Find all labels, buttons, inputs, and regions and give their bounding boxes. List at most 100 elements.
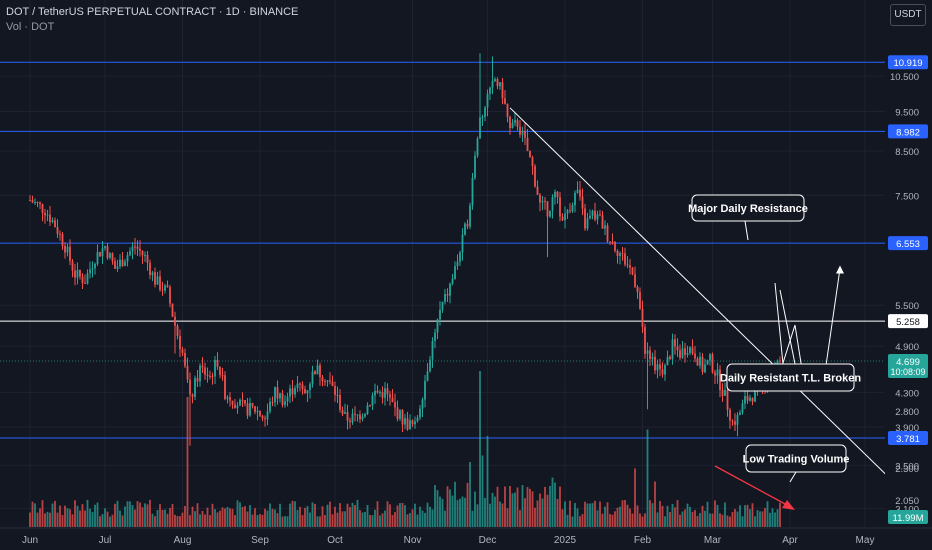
candle-body xyxy=(346,412,349,421)
candle-body xyxy=(39,202,41,205)
volume-bar xyxy=(601,513,604,527)
candle-body xyxy=(724,389,726,396)
volume-bar xyxy=(61,515,64,527)
candle-body xyxy=(579,189,581,197)
volume-bar xyxy=(554,482,556,527)
volume-bar xyxy=(556,498,559,527)
volume-bar xyxy=(124,506,126,527)
volume-bar xyxy=(596,510,599,527)
level-price-tag xyxy=(888,55,928,70)
volume-bar xyxy=(409,513,411,527)
candle-body xyxy=(449,283,451,296)
volume-bar xyxy=(106,511,109,527)
volume-bar xyxy=(351,502,354,527)
volume-bar xyxy=(324,515,326,527)
candle-body xyxy=(561,216,564,221)
candle-body xyxy=(704,364,706,373)
candle-body xyxy=(46,214,49,216)
candle-body xyxy=(279,393,281,399)
volume-bar xyxy=(166,513,169,527)
volume-indicator-label[interactable]: Vol · DOT xyxy=(6,21,55,33)
volume-bar xyxy=(631,513,634,527)
price-axis[interactable]: 3.100 3.500 3.900 4.300 4.900 5.500 7.500 8.500… xyxy=(885,0,932,550)
candle-body xyxy=(411,420,414,425)
candle-body xyxy=(469,205,471,227)
candle-body xyxy=(249,403,251,416)
trendline-callout-pointer xyxy=(779,289,796,365)
volume-bar xyxy=(756,510,759,527)
candle-body xyxy=(421,399,424,409)
candle-body xyxy=(649,350,651,360)
candle-body xyxy=(216,360,219,367)
volume-bar xyxy=(241,506,244,527)
candle-body xyxy=(666,356,669,366)
candle-body xyxy=(139,248,141,251)
symbol-title[interactable]: DOT / TetherUS PERPETUAL CONTRACT · 1D ·… xyxy=(6,6,299,18)
candle-body xyxy=(574,192,576,206)
volume-bar xyxy=(279,503,281,527)
volume-bar xyxy=(654,481,656,527)
volume-bar xyxy=(729,516,731,527)
volume-bar xyxy=(129,501,131,527)
volume-bar xyxy=(439,496,441,527)
volume-bar xyxy=(636,505,639,527)
candle-body xyxy=(34,202,36,204)
candle-body xyxy=(739,412,741,415)
candle-body xyxy=(386,388,389,395)
volume-bar xyxy=(591,503,594,527)
candle-body xyxy=(394,402,396,408)
candle-body xyxy=(479,117,481,139)
volume-bar xyxy=(621,500,624,527)
volume-bar xyxy=(529,488,531,527)
candle-body xyxy=(396,407,399,419)
volume-bar xyxy=(39,508,41,527)
volume-bar xyxy=(504,486,506,527)
candle-body xyxy=(174,316,176,326)
candle-body xyxy=(164,285,166,291)
candle-body xyxy=(646,350,649,354)
candle-body xyxy=(266,411,269,420)
resistance-callout-pointer xyxy=(744,220,749,241)
candle-body xyxy=(431,341,434,360)
volume-bar xyxy=(769,512,771,527)
volume-bar xyxy=(619,506,621,527)
volume-bar xyxy=(521,485,524,527)
time-tick-label: Feb xyxy=(634,535,652,546)
descending-trend-line xyxy=(509,107,893,482)
candle-body xyxy=(459,252,461,262)
volume-bar xyxy=(456,500,459,527)
volume-bar xyxy=(114,503,116,527)
candle-body xyxy=(516,120,519,127)
candle-body xyxy=(236,405,239,408)
candle-body xyxy=(401,410,404,425)
candle-body xyxy=(349,420,351,423)
candle-body xyxy=(754,387,756,402)
candle-body xyxy=(209,375,211,377)
candle-body xyxy=(426,371,429,381)
volume-bar xyxy=(104,508,106,527)
candle-body xyxy=(654,356,656,371)
candle-body xyxy=(696,358,699,366)
price-tick-label: 4.300 xyxy=(895,388,919,399)
candle-body xyxy=(604,225,606,229)
volume-bar xyxy=(191,506,194,527)
volume-bar xyxy=(244,506,246,527)
candle-body xyxy=(744,396,746,404)
current-price-tag xyxy=(888,353,928,378)
volume-bar xyxy=(179,516,181,527)
candle-body xyxy=(134,246,136,248)
volume-bar xyxy=(94,504,96,527)
candle-body xyxy=(559,197,561,217)
volume-bar xyxy=(671,503,674,527)
volume-bar xyxy=(534,507,536,527)
candle-body xyxy=(111,253,114,262)
volume-bar xyxy=(359,510,361,527)
candle-body xyxy=(489,87,491,94)
candle-body xyxy=(699,356,701,366)
candle-body xyxy=(569,210,571,212)
time-axis[interactable]: Jun Jul Aug Sep Oct Nov Dec 2025 Feb Mar Apr May xyxy=(0,527,932,550)
candle-body xyxy=(746,396,749,401)
currency-button[interactable]: USDT xyxy=(890,4,926,26)
volume-bar xyxy=(81,504,84,527)
